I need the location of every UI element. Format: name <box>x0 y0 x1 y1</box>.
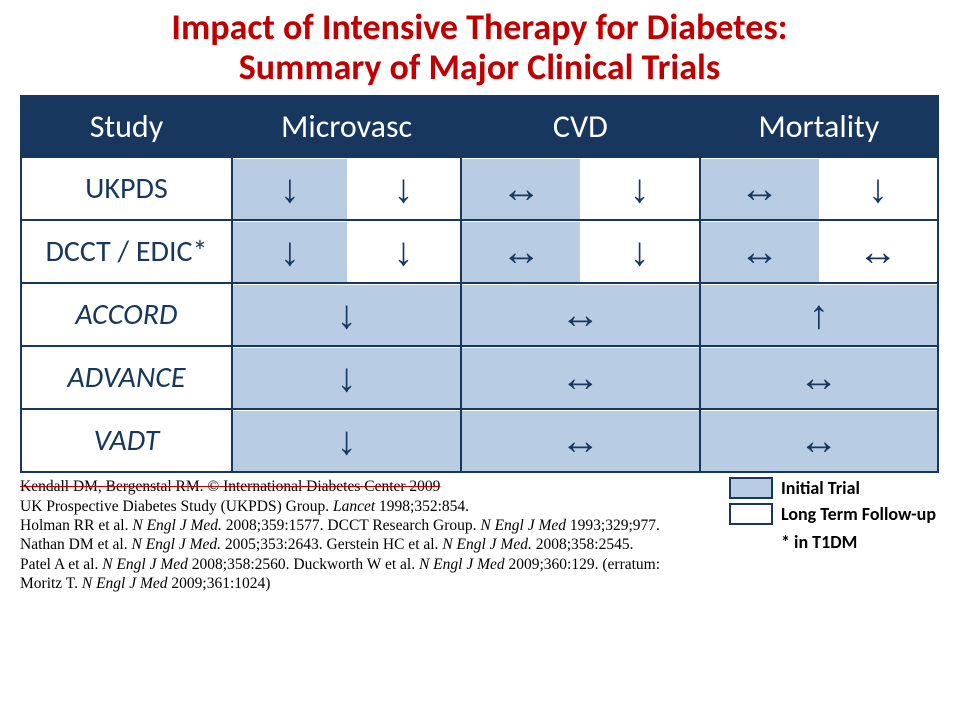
references: Kendall DM, Bergenstal RM. © Internation… <box>20 477 717 593</box>
legend-longterm: Long Term Follow-up <box>729 503 939 525</box>
arrow-initial: ↓ <box>233 348 460 408</box>
slide: Impact of Intensive Therapy for Diabetes… <box>0 0 959 710</box>
arrow-initial: ↓ <box>233 411 460 471</box>
study-label: UKPDS <box>21 157 232 220</box>
legend-note: * in T1DM <box>781 531 939 553</box>
arrow-longterm: ↔ <box>819 222 937 282</box>
cell-microvasc: ↓↓ <box>232 157 461 220</box>
arrow-initial: ↔ <box>462 411 698 471</box>
arrow-longterm: ↓ <box>580 222 698 282</box>
cell-microvasc: ↓ <box>232 283 461 346</box>
arrow-initial: ↓ <box>233 222 347 282</box>
arrow-longterm: ↓ <box>347 222 461 282</box>
arrow-initial: ↔ <box>462 222 580 282</box>
struck-credit: Kendall DM, Bergenstal RM. © Internation… <box>20 478 440 495</box>
cell-mortality: ↔ <box>700 346 938 409</box>
study-label: VADT <box>21 409 232 472</box>
title-line-2: Summary of Major Clinical Trials <box>239 45 721 89</box>
table-row: DCCT / EDIC*↓↓↔↓↔↔ <box>21 220 938 283</box>
table-row: ACCORD↓↔↑ <box>21 283 938 346</box>
col-cvd: CVD <box>461 96 699 157</box>
arrow-initial: ↔ <box>462 285 698 345</box>
legend-longterm-label: Long Term Follow-up <box>781 503 936 525</box>
study-label: ACCORD <box>21 283 232 346</box>
footer: Kendall DM, Bergenstal RM. © Internation… <box>20 477 939 593</box>
cell-cvd: ↔ <box>461 409 699 472</box>
title-line-1: Impact of Intensive Therapy for Diabetes… <box>171 5 787 49</box>
arrow-longterm: ↓ <box>347 159 461 219</box>
reference-lines: UK Prospective Diabetes Study (UKPDS) Gr… <box>20 498 660 593</box>
table-row: UKPDS↓↓↔↓↔↓ <box>21 157 938 220</box>
slide-title: Impact of Intensive Therapy for Diabetes… <box>20 8 939 87</box>
arrow-initial: ↔ <box>701 348 937 408</box>
cell-mortality: ↔↓ <box>700 157 938 220</box>
arrow-initial: ↔ <box>462 348 698 408</box>
arrow-initial: ↑ <box>701 285 937 345</box>
legend-initial-label: Initial Trial <box>781 477 860 499</box>
cell-microvasc: ↓↓ <box>232 220 461 283</box>
swatch-initial <box>729 477 773 499</box>
cell-mortality: ↔↔ <box>700 220 938 283</box>
legend-initial: Initial Trial <box>729 477 939 499</box>
table-header-row: Study Microvasc CVD Mortality <box>21 96 938 157</box>
cell-cvd: ↔↓ <box>461 220 699 283</box>
cell-mortality: ↑ <box>700 283 938 346</box>
legend: Initial Trial Long Term Follow-up * in T… <box>729 477 939 593</box>
cell-cvd: ↔↓ <box>461 157 699 220</box>
swatch-longterm <box>729 503 773 525</box>
study-label: DCCT / EDIC* <box>21 220 232 283</box>
arrow-initial: ↔ <box>701 411 937 471</box>
arrow-initial: ↓ <box>233 159 347 219</box>
table-row: VADT↓↔↔ <box>21 409 938 472</box>
arrow-longterm: ↓ <box>819 159 937 219</box>
col-mortality: Mortality <box>700 96 938 157</box>
cell-microvasc: ↓ <box>232 346 461 409</box>
arrow-initial: ↔ <box>701 159 819 219</box>
study-label: ADVANCE <box>21 346 232 409</box>
cell-mortality: ↔ <box>700 409 938 472</box>
arrow-longterm: ↓ <box>580 159 698 219</box>
arrow-initial: ↔ <box>701 222 819 282</box>
table-row: ADVANCE↓↔↔ <box>21 346 938 409</box>
arrow-initial: ↓ <box>233 285 460 345</box>
trials-table: Study Microvasc CVD Mortality UKPDS↓↓↔↓↔… <box>20 95 939 473</box>
col-microvasc: Microvasc <box>232 96 461 157</box>
arrow-initial: ↔ <box>462 159 580 219</box>
cell-microvasc: ↓ <box>232 409 461 472</box>
cell-cvd: ↔ <box>461 346 699 409</box>
cell-cvd: ↔ <box>461 283 699 346</box>
col-study: Study <box>21 96 232 157</box>
